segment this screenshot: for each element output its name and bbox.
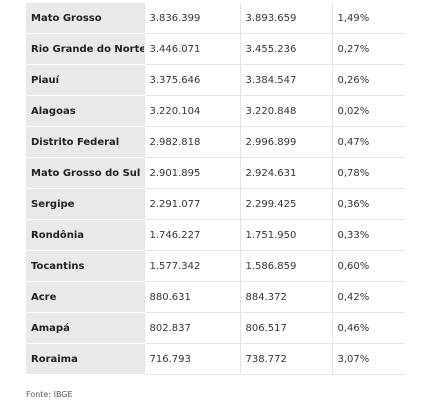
value-cell: 0,78% (331, 157, 405, 189)
table-row: Tocantins 1.577.342 1.586.859 0,60% (26, 250, 405, 282)
table-row: Mato Grosso 3.836.399 3.893.659 1,49% (26, 3, 405, 34)
value-cell: 3.446.071 (143, 33, 240, 65)
state-cell: Rondônia (26, 219, 144, 251)
value-cell: 3.220.104 (143, 95, 240, 127)
state-cell: Alagoas (26, 95, 144, 127)
value-cell: 716.793 (143, 343, 240, 375)
table-row: Sergipe 2.291.077 2.299.425 0,36% (26, 188, 405, 220)
value-cell: 2.291.077 (143, 188, 240, 220)
value-cell: 3,07% (331, 343, 405, 375)
state-cell: Amapá (26, 312, 144, 344)
value-cell: 3.455.236 (239, 33, 332, 65)
value-cell: 0,36% (331, 188, 405, 220)
value-cell: 1,49% (331, 3, 405, 34)
state-cell: Distrito Federal (26, 126, 144, 158)
value-cell: 2.901.895 (143, 157, 240, 189)
value-cell: 3.836.399 (143, 3, 240, 34)
value-cell: 1.577.342 (143, 250, 240, 282)
table-row: Distrito Federal 2.982.818 2.996.899 0,47% (26, 126, 405, 158)
value-cell: 802.837 (143, 312, 240, 344)
value-cell: 880.631 (143, 281, 240, 313)
value-cell: 0,60% (331, 250, 405, 282)
value-cell: 1.751.950 (239, 219, 332, 251)
table-row: Roraima 716.793 738.772 3,07% (26, 343, 405, 375)
table-row: Acre 880.631 884.372 0,42% (26, 281, 405, 313)
value-cell: 0,33% (331, 219, 405, 251)
data-table: Mato Grosso 3.836.399 3.893.659 1,49% Rio Gr… (26, 3, 405, 375)
state-cell: Piauí (26, 64, 144, 96)
value-cell: 0,46% (331, 312, 405, 344)
value-cell: 738.772 (239, 343, 332, 375)
table-row: Rondônia 1.746.227 1.751.950 0,33% (26, 219, 405, 251)
value-cell: 2.996.899 (239, 126, 332, 158)
value-cell: 0,42% (331, 281, 405, 313)
table-row: Piauí 3.375.646 3.384.547 0,26% (26, 64, 405, 96)
state-cell: Mato Grosso (26, 3, 144, 34)
table-body: Mato Grosso 3.836.399 3.893.659 1,49% Rio Gr… (26, 3, 405, 375)
value-cell: 2.982.818 (143, 126, 240, 158)
state-cell: Rio Grande do Norte (26, 33, 144, 65)
state-cell: Acre (26, 281, 144, 313)
value-cell: 0,02% (331, 95, 405, 127)
value-cell: 1.746.227 (143, 219, 240, 251)
value-cell: 884.372 (239, 281, 332, 313)
value-cell: 0,27% (331, 33, 405, 65)
state-cell: Sergipe (26, 188, 144, 220)
value-cell: 806.517 (239, 312, 332, 344)
state-cell: Mato Grosso do Sul (26, 157, 144, 189)
value-cell: 0,47% (331, 126, 405, 158)
state-cell: Tocantins (26, 250, 144, 282)
table-row: Alagoas 3.220.104 3.220.848 0,02% (26, 95, 405, 127)
table-row: Mato Grosso do Sul 2.901.895 2.924.631 0,78… (26, 157, 405, 189)
table-row: Amapá 802.837 806.517 0,46% (26, 312, 405, 344)
value-cell: 1.586.859 (239, 250, 332, 282)
source-note: Fonte: IBGE (26, 390, 73, 399)
value-cell: 0,26% (331, 64, 405, 96)
value-cell: 3.375.646 (143, 64, 240, 96)
table-row: Rio Grande do Norte 3.446.071 3.455.236 0,2… (26, 33, 405, 65)
value-cell: 3.220.848 (239, 95, 332, 127)
value-cell: 2.299.425 (239, 188, 332, 220)
value-cell: 3.384.547 (239, 64, 332, 96)
value-cell: 2.924.631 (239, 157, 332, 189)
state-cell: Roraima (26, 343, 144, 375)
value-cell: 3.893.659 (239, 3, 332, 34)
